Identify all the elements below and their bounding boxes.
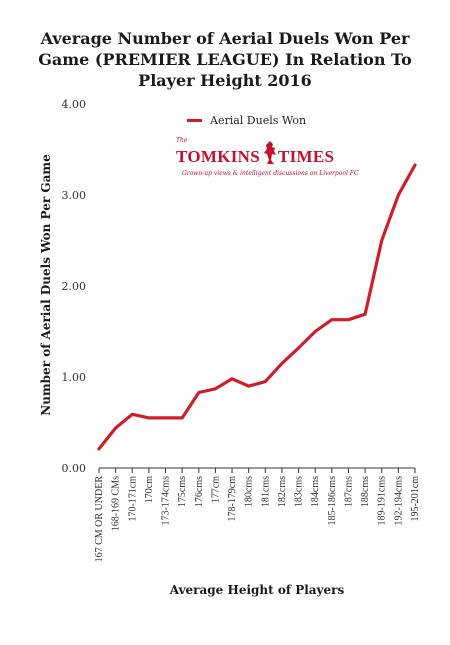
data-point: [197, 391, 201, 394]
x-tick-label: 180cms: [244, 476, 255, 507]
x-tick-label: 188cms: [360, 476, 371, 507]
y-tick-label: 0.00: [62, 462, 87, 475]
logo-name-right: TIMES: [278, 147, 335, 166]
x-tick-label: 168-169 CMs: [111, 476, 122, 531]
y-tick-label: 1.00: [62, 371, 87, 384]
data-point: [363, 312, 367, 316]
x-tick-label: 195-201cm: [410, 476, 421, 522]
data-point: [180, 416, 184, 420]
x-tick-label: 170-171cm: [127, 476, 138, 522]
x-axis-label: Average Height of Players: [169, 583, 345, 597]
x-tick-label: 178-179cm: [227, 476, 238, 522]
data-point: [247, 384, 251, 388]
x-tick-label: 184cms: [310, 476, 321, 507]
logo-name-left: TOMKINS: [176, 147, 260, 166]
x-tick-label: 175cms: [177, 476, 188, 507]
y-tick-label: 3.00: [62, 189, 87, 202]
x-tick-label: 177cm: [210, 476, 221, 503]
data-point: [297, 346, 300, 350]
logo-tagline: Grown-up views & intelligent discussions…: [182, 170, 359, 177]
x-tick-label: 183cms: [294, 476, 305, 507]
data-point: [380, 239, 384, 242]
x-tick-label: 170cm: [144, 476, 155, 503]
liverbird-icon: [264, 141, 276, 164]
x-tick-label: 173-174cms: [161, 476, 172, 526]
chart-title: Average Number of Aerial Duels Won Per G…: [38, 29, 412, 90]
x-tick-label: 176cms: [194, 476, 205, 507]
legend-swatch: [187, 119, 202, 122]
data-point: [263, 380, 267, 383]
x-tick-label: 185-186cms: [327, 476, 338, 526]
data-point: [164, 416, 167, 420]
x-tick-label: 167 CM OR UNDER: [94, 476, 105, 563]
series-line: [97, 163, 417, 451]
data-point: [280, 361, 284, 365]
legend: Aerial Duels Won: [187, 114, 306, 127]
data-point: [396, 193, 400, 197]
data-point: [330, 318, 334, 322]
data-point: [130, 412, 134, 416]
data-point: [347, 318, 350, 322]
x-tick-label: 189-191cms: [377, 476, 388, 526]
data-point: [214, 387, 217, 391]
y-tick-label: 4.00: [62, 98, 87, 111]
tomkins-times-logo: The TOMKINS TIMES Grown-up views & intel…: [176, 137, 359, 190]
x-tick-label: 187cms: [343, 476, 354, 507]
data-point: [97, 447, 101, 451]
legend-label: Aerial Duels Won: [210, 114, 307, 127]
data-point: [413, 163, 417, 167]
y-tick-label: 2.00: [62, 280, 87, 293]
data-point: [313, 330, 317, 333]
logo-the: The: [176, 137, 188, 144]
data-point: [114, 426, 118, 430]
x-tick-label: 192-194cms: [393, 476, 404, 526]
y-axis-label: Number of Aerial Duels Won Per Game: [39, 154, 53, 416]
x-tick-label: 182cms: [277, 476, 288, 507]
data-point: [147, 416, 151, 420]
x-tick-label: 181cms: [260, 476, 271, 507]
data-point: [230, 377, 234, 381]
